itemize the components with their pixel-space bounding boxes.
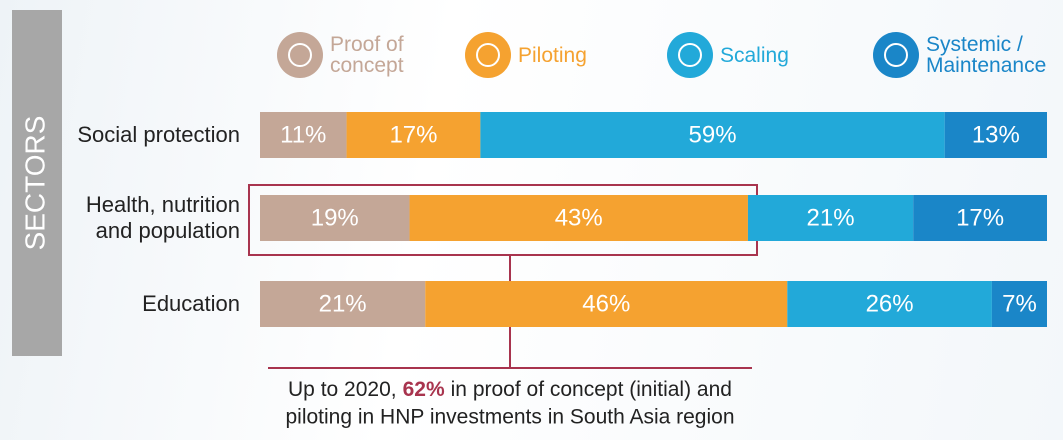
bar-segment [260,112,347,158]
y-axis-label: SECTORS [19,116,50,251]
value-label: 59% [689,121,737,148]
annotation-line: piloting in HNP investments in South Asi… [285,406,734,429]
bar-segment [409,195,748,241]
legend-icon [873,32,919,78]
bar-segment [747,195,914,241]
value-label: 43% [555,204,603,231]
value-label: 17% [956,204,1004,231]
bar-segment [260,195,410,241]
legend-icon [465,32,511,78]
annotation-text: Up to 2020, [288,378,397,401]
bar-segment [944,112,1047,158]
axis-band [12,10,62,356]
legend-label: Proof of concept [330,33,404,77]
bar-segment [913,195,1047,241]
legend-icon-detail [884,43,908,67]
legend-label: Piloting [518,44,587,67]
annotation-text: in proof of concept (initial) and [451,378,732,401]
value-label: 46% [582,290,630,317]
value-label: 13% [972,121,1020,148]
bar-segment [480,112,945,158]
value-label: 21% [319,290,367,317]
legend-label: Systemic / Maintenance [926,33,1047,77]
value-label: 11% [280,121,326,148]
bar-segment [425,281,788,327]
bar-segment [260,281,426,327]
legend-label: Scaling [720,44,789,67]
value-label: 17% [389,121,437,148]
value-label: 26% [866,290,914,317]
legend-icon-detail [678,43,702,67]
legend-icon [667,32,713,78]
legend-icon-detail [476,43,500,67]
annotation-highlight: 62% [403,378,445,401]
value-label: 21% [807,204,855,231]
bar-segment [787,281,992,327]
bar-segment [991,281,1047,327]
category-label: Health, nutrition and population [85,192,240,243]
value-label: 19% [311,204,359,231]
value-label: 7% [1002,290,1037,317]
legend-icon-detail [288,43,312,67]
annotation: Up to 2020, 62% in proof of concept (initi… [288,378,732,401]
category-label: Social protection [77,122,240,147]
legend-icon [277,32,323,78]
bar-segment [346,112,481,158]
category-label: Education [142,291,240,316]
